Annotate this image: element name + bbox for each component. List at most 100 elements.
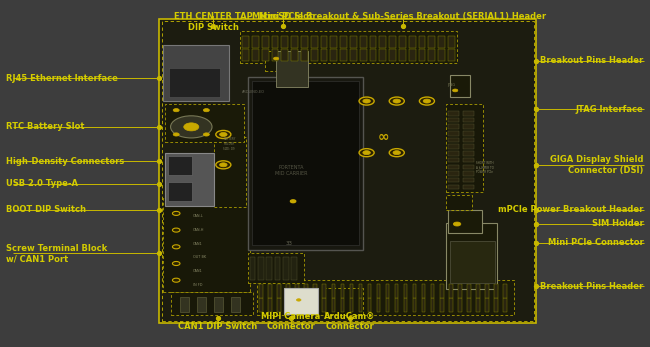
Bar [446,195,472,210]
Bar [428,36,436,48]
Bar [276,51,308,87]
Text: CAN1 DIP Switch: CAN1 DIP Switch [178,322,257,331]
Text: BATTERY
HOLDER
SIZE: D9: BATTERY HOLDER SIZE: D9 [224,137,236,151]
Circle shape [170,116,212,138]
Bar [440,298,443,312]
Bar [448,178,459,183]
Bar [163,45,229,101]
Bar [240,31,457,63]
Bar [495,298,498,312]
Bar [419,49,425,61]
Bar [448,164,459,169]
Bar [165,104,244,142]
Bar [286,284,290,298]
Bar [368,284,371,298]
Bar [448,158,459,162]
Bar [389,49,396,61]
Bar [463,125,474,129]
Text: USB 2.0 Type-A: USB 2.0 Type-A [6,179,79,188]
Circle shape [389,149,404,157]
Bar [448,185,459,189]
Bar [463,185,474,189]
Bar [168,156,192,176]
Circle shape [203,109,209,112]
Bar [322,298,326,312]
Bar [448,151,459,156]
Circle shape [419,97,434,105]
Bar [320,49,328,61]
Circle shape [291,200,296,203]
Bar [438,49,445,61]
Circle shape [216,161,231,169]
Bar [380,49,386,61]
Text: BOOT DIP Switch: BOOT DIP Switch [6,205,86,214]
Bar [370,49,376,61]
Bar [448,36,455,48]
Bar [304,284,308,298]
Bar [286,298,290,312]
Text: CAN1: CAN1 [193,242,203,246]
Bar [330,36,337,48]
Bar [446,222,497,289]
Bar [165,153,214,206]
Bar [360,49,367,61]
Bar [386,298,389,312]
Bar [170,292,254,315]
Circle shape [393,99,400,103]
Bar [262,49,268,61]
Bar [242,49,249,61]
Circle shape [172,228,180,232]
Bar [340,49,347,61]
Text: RTC Battery Slot: RTC Battery Slot [6,122,85,131]
Text: Mini PCIe Connector: Mini PCIe Connector [548,238,644,247]
Bar [252,36,259,48]
Bar [448,171,459,176]
Bar [395,298,398,312]
Circle shape [393,151,400,155]
Bar [395,284,398,298]
Bar [446,104,484,192]
Text: ArduCam®
Connector: ArduCam® Connector [324,312,376,331]
Bar [283,288,318,314]
Bar [458,298,462,312]
Bar [467,298,471,312]
Bar [265,51,287,71]
Bar [350,298,353,312]
Bar [450,75,471,96]
Bar [295,284,299,298]
Bar [266,257,272,280]
Bar [370,36,376,48]
Text: OUT BK: OUT BK [193,255,207,260]
Bar [250,257,255,280]
Bar [404,284,408,298]
Circle shape [359,97,374,105]
Text: CAN-H: CAN-H [193,228,205,232]
Bar [291,49,298,61]
Text: RJ45 Ethernet Interface: RJ45 Ethernet Interface [6,74,118,83]
Bar [476,298,480,312]
Bar [431,298,434,312]
Bar [458,284,462,298]
Bar [169,68,220,96]
Bar [422,284,425,298]
Bar [359,298,362,312]
Bar [268,298,272,312]
Bar [278,298,281,312]
Bar [450,241,495,283]
Bar [368,298,371,312]
Bar [409,36,415,48]
Circle shape [203,133,209,136]
Bar [242,36,249,48]
Bar [304,298,308,312]
Bar [252,81,359,245]
Bar [341,298,344,312]
Text: IN FD: IN FD [193,283,203,287]
Circle shape [172,211,180,215]
Circle shape [296,299,301,301]
Bar [350,284,353,298]
Bar [463,178,474,183]
Bar [463,164,474,169]
Bar [274,257,280,280]
Bar [197,297,207,312]
Bar [448,118,459,122]
